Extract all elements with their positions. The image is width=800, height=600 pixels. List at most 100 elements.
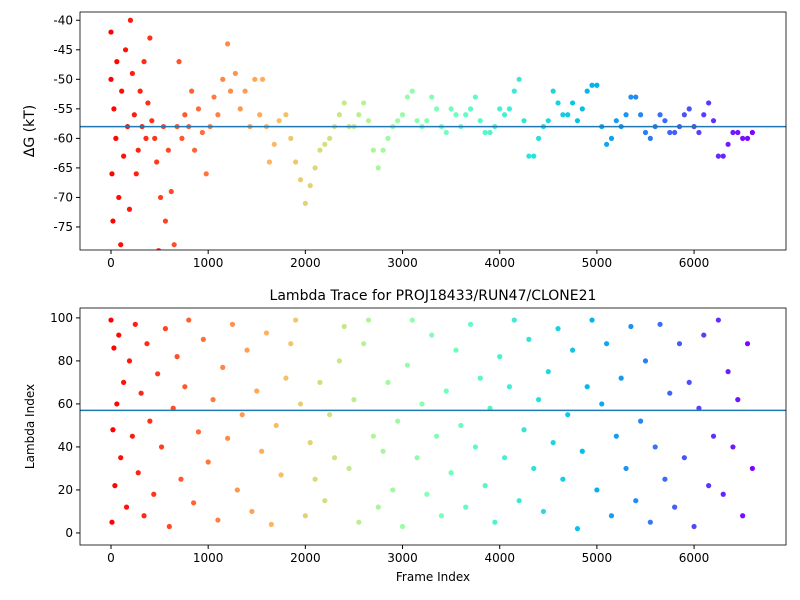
point	[482, 129, 488, 136]
point	[453, 347, 459, 353]
point	[239, 412, 245, 418]
point	[560, 112, 566, 118]
point	[211, 94, 217, 100]
point	[681, 455, 687, 461]
point	[132, 321, 138, 327]
point	[380, 147, 386, 153]
subplot: ΔG (kT) 0 1000 2000 3000 4000 5000 6000 -75 -70 -6…	[22, 11, 787, 270]
point	[672, 504, 678, 510]
point	[686, 379, 692, 386]
point	[155, 371, 161, 377]
point	[608, 513, 615, 519]
point	[487, 129, 493, 136]
point	[448, 470, 454, 476]
point	[263, 330, 270, 336]
y-tick-label: -40	[53, 13, 73, 27]
plot-area	[80, 17, 786, 250]
point	[681, 112, 687, 118]
point	[604, 141, 610, 147]
point	[594, 82, 600, 88]
point	[535, 135, 542, 141]
point	[715, 153, 721, 159]
point	[302, 513, 308, 519]
point	[715, 317, 721, 323]
point	[165, 147, 171, 153]
point	[293, 159, 299, 165]
point	[642, 358, 649, 364]
x-tick-label: 4000	[484, 256, 515, 270]
point	[443, 129, 449, 136]
point	[341, 323, 347, 330]
x-tick-label: 4000	[484, 551, 515, 565]
point	[283, 375, 289, 381]
point	[584, 88, 590, 94]
point	[288, 341, 294, 347]
point	[429, 94, 435, 100]
point	[341, 100, 347, 106]
point	[145, 100, 151, 106]
point	[443, 388, 449, 394]
point	[613, 118, 619, 124]
point	[686, 106, 692, 112]
point	[297, 401, 304, 407]
point	[122, 47, 129, 53]
point	[487, 405, 493, 411]
point	[560, 476, 566, 482]
point	[137, 88, 143, 94]
point	[375, 165, 381, 171]
point	[424, 491, 430, 497]
point	[594, 487, 600, 493]
x-tick-label: 0	[107, 551, 115, 565]
point	[545, 118, 551, 124]
point	[608, 135, 615, 141]
point	[744, 341, 751, 347]
point	[129, 433, 135, 439]
point	[108, 317, 114, 323]
point	[109, 171, 115, 177]
point	[506, 106, 513, 112]
point	[182, 112, 188, 118]
point	[288, 135, 294, 141]
point	[170, 405, 176, 411]
point	[168, 188, 174, 195]
point	[706, 483, 712, 489]
point	[574, 118, 581, 124]
point	[550, 440, 556, 446]
point	[215, 112, 221, 118]
point	[458, 422, 464, 429]
point	[735, 397, 741, 403]
point	[463, 504, 469, 510]
point	[448, 106, 454, 112]
x-tick-label: 1000	[193, 551, 224, 565]
point	[346, 465, 352, 472]
point	[550, 88, 556, 94]
point	[565, 112, 571, 118]
point	[191, 147, 198, 153]
point	[227, 88, 234, 94]
point	[749, 129, 755, 136]
point	[252, 76, 258, 82]
point	[706, 100, 712, 106]
point	[740, 513, 746, 519]
y-tick-label: 80	[58, 354, 73, 368]
y-tick-label: 60	[58, 397, 73, 411]
point	[199, 129, 205, 136]
point	[725, 369, 731, 375]
point	[662, 118, 668, 124]
point	[574, 526, 581, 532]
point	[273, 422, 279, 429]
point	[317, 379, 323, 386]
point	[271, 141, 277, 147]
point	[205, 459, 211, 465]
point	[604, 341, 610, 347]
y-tick-label: -75	[53, 220, 73, 234]
point	[186, 317, 192, 323]
point	[327, 135, 333, 141]
point	[628, 94, 634, 100]
point	[691, 523, 697, 530]
point	[111, 345, 117, 351]
point	[232, 70, 238, 77]
point	[268, 521, 274, 527]
point	[696, 129, 702, 136]
x-axis-label: Frame Index	[396, 570, 470, 584]
